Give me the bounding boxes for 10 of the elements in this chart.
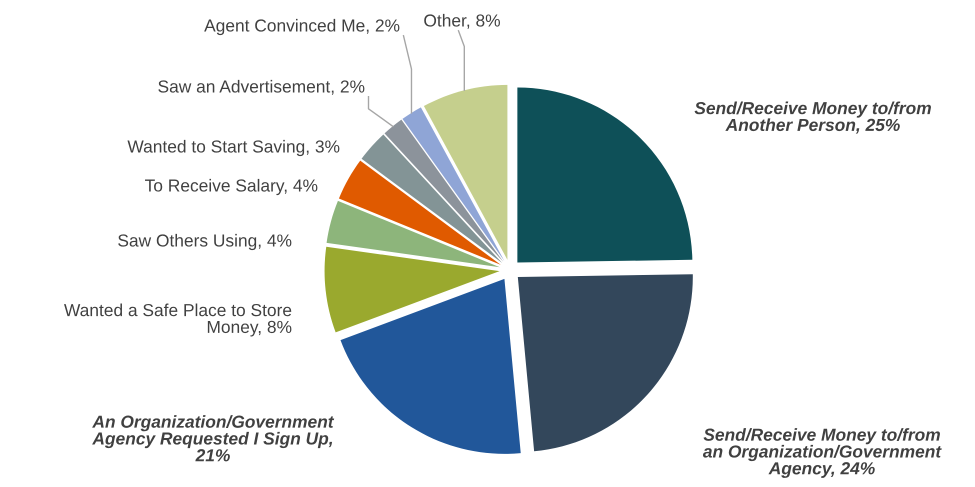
slice-label: Wanted to Start Saving, 3% (127, 140, 340, 156)
slice-label: Other, 8% (424, 14, 500, 29)
slice-label: To Receive Salary, 4% (145, 178, 318, 196)
slice-label: Wanted a Safe Place to Store Money, 8% (64, 304, 292, 336)
slice-label: Saw an Advertisement, 2% (158, 80, 364, 95)
slice-label: Agent Convinced Me, 2% (204, 18, 400, 36)
slice-label: Send/Receive Money to/from an Organization/Government Agency, 24% (702, 428, 942, 478)
slice-label: Send/Receive Money to/from Another Person, 25% (694, 102, 931, 134)
slice-label: Saw Others Using, 4% (118, 234, 292, 250)
slice-label: An Organization/Government Agency Requested I Sign Up, 21% (92, 415, 334, 462)
